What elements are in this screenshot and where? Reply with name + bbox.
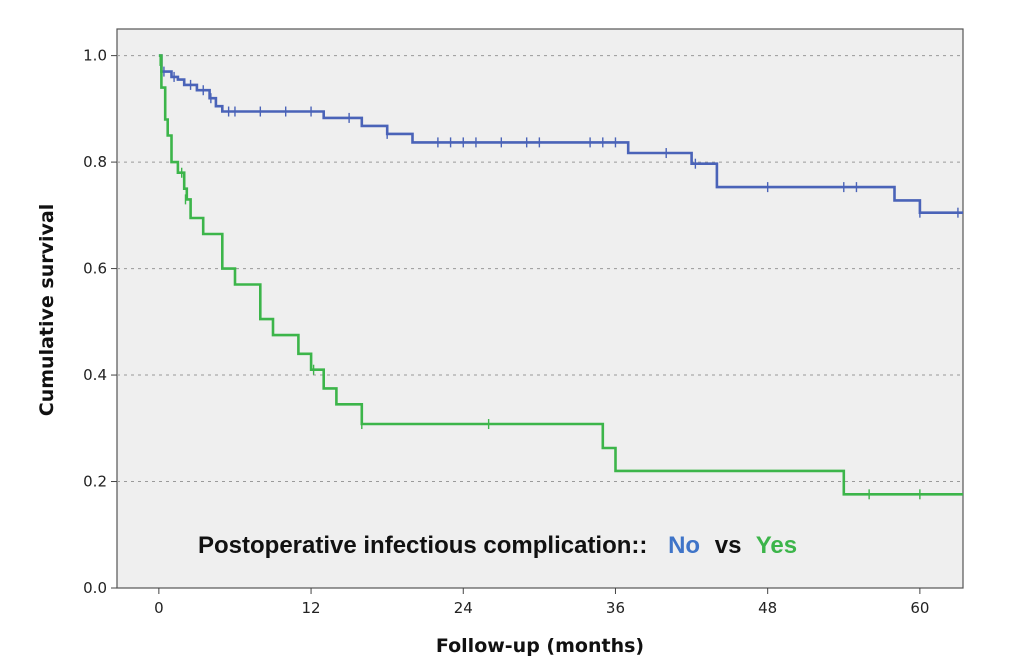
x-tick-label: 48: [758, 599, 777, 617]
survival-curves: [158, 54, 963, 500]
gridlines: [117, 55, 963, 483]
legend-annotation: Postoperative infectious complication:: …: [198, 532, 797, 559]
x-axis-title: Follow-up (months): [436, 635, 644, 657]
legend-prefix: Postoperative infectious complication::: [198, 532, 647, 559]
y-tick-label: 0.6: [83, 260, 107, 278]
y-tick-label: 0.4: [83, 366, 107, 384]
x-tick-label: 24: [454, 599, 473, 617]
y-tick-label: 1.0: [83, 47, 107, 65]
y-tick-label: 0.8: [83, 153, 107, 171]
x-tick-label: 60: [910, 599, 929, 617]
x-tick-label: 12: [302, 599, 321, 617]
y-axis-title: Cumulative survival: [36, 204, 58, 416]
plot-background: [116, 28, 964, 589]
y-tick-label: 0.0: [83, 579, 107, 597]
x-tick-label: 0: [154, 599, 164, 617]
legend-label-no: No: [668, 532, 700, 559]
legend-label-yes: Yes: [756, 532, 797, 559]
axes: 0.0 0.2 0.4 0.6 0.8 1.0 0 12 24 36 48 60: [83, 47, 929, 617]
legend-connector: vs: [715, 532, 742, 559]
x-tick-label: 36: [606, 599, 625, 617]
y-tick-label: 0.2: [83, 473, 107, 491]
survival-curve-no: [158, 54, 963, 214]
